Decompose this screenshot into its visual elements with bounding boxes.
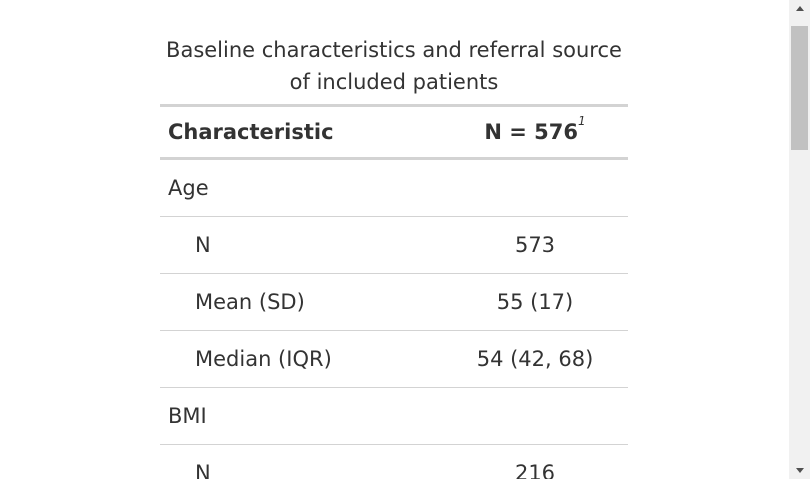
table-row: N 573 [160,216,628,274]
table-row: N 216 [160,444,628,479]
row-value: 573 [442,216,628,274]
table-row: Age [160,158,628,217]
summary-table-container: Baseline characteristics and referral so… [160,34,628,479]
row-value: 216 [442,444,628,479]
table-row: Median (IQR) 54 (42, 68) [160,330,628,388]
summary-table: Characteristic N = 5761 Age N 573 Mean (… [160,104,628,479]
vertical-scrollbar[interactable] [789,0,810,479]
table-caption: Baseline characteristics and referral so… [160,34,628,104]
scrollbar-thumb[interactable] [791,26,808,150]
row-label: Mean (SD) [160,273,442,331]
row-label: N [160,216,442,274]
scroll-up-button[interactable] [789,0,810,17]
scroll-down-button[interactable] [789,462,810,479]
row-label: BMI [160,387,442,445]
table-row: Mean (SD) 55 (17) [160,273,628,331]
row-value: 54 (42, 68) [442,330,628,388]
row-value [442,158,628,217]
row-label: Age [160,158,442,217]
header-n-label: N = 576 [484,120,578,144]
table-row: BMI [160,387,628,445]
header-row: Characteristic N = 5761 [160,105,628,160]
caption-line-2: of included patients [289,70,499,94]
row-value: 55 (17) [442,273,628,331]
chevron-down-icon [795,468,804,473]
caption-line-1: Baseline characteristics and referral so… [166,38,622,62]
header-characteristic: Characteristic [160,105,442,160]
row-value [442,387,628,445]
chevron-up-icon [795,6,804,11]
row-label: N [160,444,442,479]
row-label: Median (IQR) [160,330,442,388]
footnote-marker: 1 [578,114,586,128]
header-n: N = 5761 [442,105,628,160]
